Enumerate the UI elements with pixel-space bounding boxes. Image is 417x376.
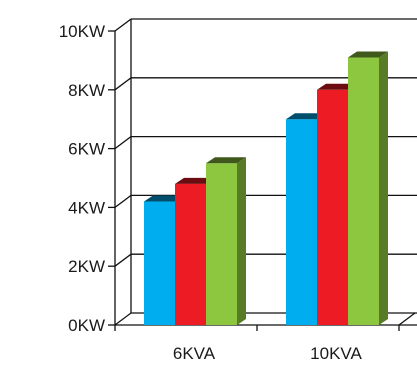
y-tick-label: 4KW [68, 198, 105, 217]
tick-labels: 0KW 2KW 4KW 6KW 8KW 10KW 6KVA 10KVA [59, 22, 363, 363]
x-tick-label: 10KVA [310, 344, 362, 363]
bar-top [144, 195, 184, 202]
bar-top [206, 157, 246, 164]
bar-top [286, 113, 326, 120]
bar-front [286, 119, 317, 325]
bar-front [144, 201, 175, 325]
bar-top [175, 177, 215, 184]
grid-depth-line [114, 136, 132, 150]
grid-depth-line [114, 253, 132, 267]
floor-depth-line [398, 312, 416, 326]
bar-top [348, 51, 388, 58]
y-tick-label: 2KW [68, 257, 105, 276]
x-tick-label: 6KVA [173, 344, 216, 363]
y-tick-label: 10KW [59, 22, 105, 41]
y-tick-label: 8KW [68, 81, 105, 100]
bar-side [237, 157, 246, 325]
bar-10kva-series-3 [348, 51, 388, 326]
bar-front [175, 183, 206, 325]
bar-front [206, 163, 237, 325]
bar-front [317, 89, 348, 325]
grid-depth-line [114, 194, 132, 208]
bar-top [317, 83, 357, 90]
bar-6kva-series-3 [206, 157, 246, 325]
bar-side [379, 51, 388, 326]
bar-front [348, 57, 379, 326]
grid-depth-line [114, 312, 132, 326]
bars [144, 51, 388, 326]
grid-depth-line [114, 77, 132, 91]
y-tick-label: 6KW [68, 140, 105, 159]
y-tick-label: 0KW [68, 316, 105, 335]
grid-depth-line [114, 18, 132, 32]
